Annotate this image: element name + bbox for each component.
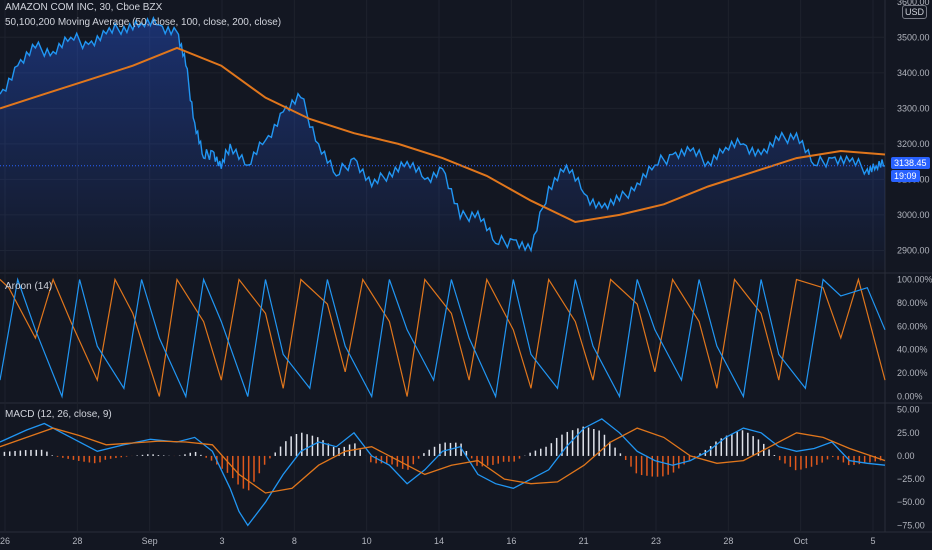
x-tick-label: 21 [579, 536, 589, 546]
x-tick-label: 28 [72, 536, 82, 546]
moving-average-title[interactable]: 50,100,200 Moving Average (50, close, 10… [5, 17, 282, 28]
macd-tick-label: 25.00 [897, 428, 920, 438]
price-line-series [0, 16, 885, 253]
x-tick-label: 16 [506, 536, 516, 546]
x-tick-label: 28 [723, 536, 733, 546]
macd-tick-label: 0.00 [897, 451, 915, 461]
aroon-down-series [0, 277, 886, 399]
macd-tick-label: 50.00 [897, 405, 920, 415]
x-tick-label: 14 [434, 536, 444, 546]
last-price-tag: 3138.45 [891, 157, 930, 169]
aroon-title[interactable]: Aroon (14) [5, 281, 53, 292]
y-tick-label: 3000.00 [897, 210, 930, 220]
macd-tick-label: −50.00 [897, 497, 925, 507]
x-tick-label: Sep [142, 536, 158, 546]
x-tick-label: 23 [651, 536, 661, 546]
x-tick-label: Oct [794, 536, 809, 546]
price-area [0, 17, 885, 271]
x-tick-label: 3 [219, 536, 224, 546]
y-tick-label: 3200.00 [897, 139, 930, 149]
aroon-panel [0, 277, 886, 399]
aroon-tick-label: 0.00% [897, 391, 923, 401]
signal-line-series [0, 427, 886, 494]
x-tick-label: 8 [292, 536, 297, 546]
macd-panel [0, 418, 886, 527]
y-tick-label: 3600.00 [897, 0, 930, 7]
macd-title[interactable]: MACD (12, 26, close, 9) [5, 409, 112, 420]
x-tick-label: 5 [870, 536, 875, 546]
moving-average-series [0, 46, 886, 224]
x-tick-label: 10 [362, 536, 372, 546]
aroon-tick-label: 40.00% [897, 345, 928, 355]
y-tick-label: 3300.00 [897, 103, 930, 113]
aroon-tick-label: 20.00% [897, 368, 928, 378]
aroon-tick-label: 100.00% [897, 275, 932, 285]
macd-tick-label: −25.00 [897, 474, 925, 484]
aroon-tick-label: 80.00% [897, 298, 928, 308]
countdown-tag: 19:09 [891, 170, 920, 182]
price-panel [0, 16, 886, 271]
x-tick-label: 26 [0, 536, 10, 546]
currency-badge[interactable]: USD [902, 5, 928, 19]
y-tick-label: 3500.00 [897, 32, 930, 42]
macd-tick-label: −75.00 [897, 520, 925, 530]
symbol-title[interactable]: AMAZON COM INC, 30, Cboe BZX [5, 2, 163, 13]
y-tick-label: 2900.00 [897, 245, 930, 255]
aroon-up-series [0, 277, 886, 397]
aroon-tick-label: 60.00% [897, 321, 928, 331]
y-tick-label: 3400.00 [897, 68, 930, 78]
macd-line-series [0, 418, 886, 527]
